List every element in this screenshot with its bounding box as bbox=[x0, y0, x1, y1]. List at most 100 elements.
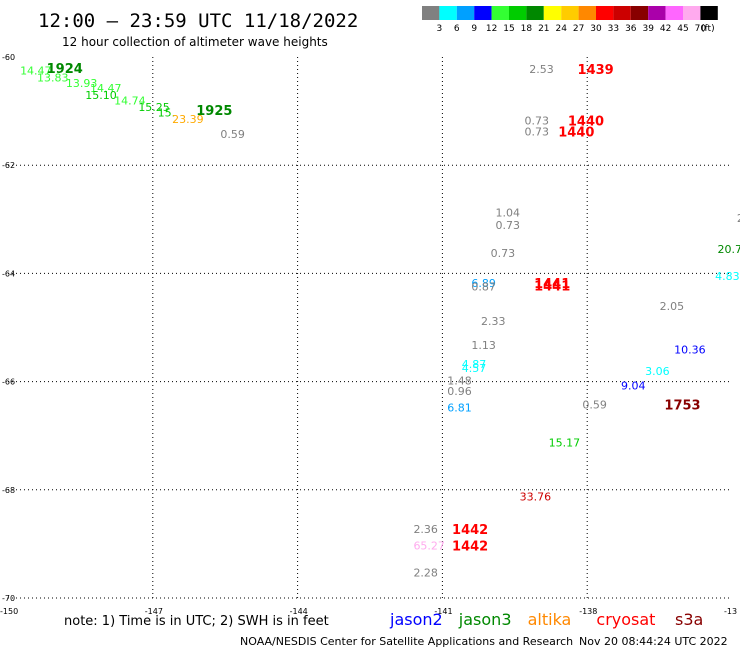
wave-height-value: 4.57 bbox=[462, 362, 487, 375]
wave-height-value: 14.47 bbox=[20, 64, 52, 77]
lon-label: -150 bbox=[0, 607, 18, 616]
wave-height-value: 0.59 bbox=[220, 128, 245, 141]
pass-time-label: 1753 bbox=[664, 399, 700, 414]
pass-time-label: 1442 bbox=[452, 539, 488, 554]
pass-time-label: 1924 bbox=[47, 62, 83, 77]
map-subtitle: 12 hour collection of altimeter wave hei… bbox=[62, 35, 328, 49]
legend-label: 70 bbox=[695, 24, 707, 34]
lat-label: -62 bbox=[2, 161, 15, 170]
wave-height-value: 15. bbox=[158, 107, 176, 120]
wave-height-value: 15.17 bbox=[549, 437, 581, 450]
satellite-name: s3a bbox=[675, 610, 703, 629]
lon-label: -138 bbox=[579, 607, 597, 616]
lat-label: -66 bbox=[2, 378, 15, 387]
observation-layer: 14.4713.8313.9314.4715.1014.7415.2515.23… bbox=[20, 63, 740, 579]
legend-label: 9 bbox=[471, 24, 477, 34]
footer-timestamp: Nov 20 08:44:24 UTC 2022 bbox=[579, 635, 728, 648]
wave-height-value: 4.87 bbox=[462, 358, 487, 371]
legend-label: 15 bbox=[503, 24, 514, 34]
pass-time-label: 1439 bbox=[578, 63, 614, 78]
wave-height-value: 2.28 bbox=[413, 566, 438, 579]
lat-label: -64 bbox=[2, 269, 15, 278]
wave-height-value: 0.59 bbox=[582, 399, 607, 412]
legend-swatch bbox=[648, 6, 666, 20]
legend-swatch bbox=[456, 6, 475, 20]
satellite-name: jason2 bbox=[389, 610, 443, 629]
legend-label: 33 bbox=[608, 24, 619, 34]
wave-height-value: 9.04 bbox=[621, 380, 646, 393]
satellite-name: cryosat bbox=[596, 610, 655, 629]
wave-height-value: 0.96 bbox=[447, 385, 472, 398]
satellite-legend: jason2 jason3 altika cryosat s3a bbox=[389, 610, 703, 629]
legend-label: 21 bbox=[538, 24, 549, 34]
wave-height-value: 0.73 bbox=[524, 125, 549, 138]
wave-height-value: 2.36 bbox=[413, 523, 438, 536]
legend-swatch bbox=[422, 6, 440, 20]
lon-label: -141 bbox=[434, 607, 452, 616]
wave-height-value: 2.33 bbox=[481, 315, 506, 328]
pass-time-label: 1925 bbox=[196, 104, 232, 119]
wave-height-value: 20.72 bbox=[718, 243, 740, 256]
legend-swatch bbox=[630, 6, 649, 20]
wave-height-value: 14.47 bbox=[90, 82, 122, 95]
pass-time-label: 1442 bbox=[452, 523, 488, 538]
wave-height-value: 1.04 bbox=[495, 207, 520, 220]
footer-note: note: 1) Time is in UTC; 2) SWH is in fe… bbox=[64, 614, 329, 629]
footer-credit: NOAA/NESDIS Center for Satellite Applica… bbox=[240, 635, 573, 648]
wave-height-value: 65.27 bbox=[413, 539, 445, 552]
wave-height-value: 15.10 bbox=[85, 89, 117, 102]
wave-height-value: 0.73 bbox=[524, 115, 549, 128]
legend-swatch bbox=[474, 6, 492, 20]
legend-swatch bbox=[683, 6, 701, 20]
lat-label: -60 bbox=[2, 53, 15, 62]
wave-height-value: 15.25 bbox=[138, 101, 170, 114]
legend-swatch bbox=[578, 6, 596, 20]
wave-height-value: 2.05 bbox=[660, 300, 685, 313]
legend-swatch bbox=[665, 6, 683, 20]
legend-label: 24 bbox=[555, 24, 567, 34]
lon-label: -144 bbox=[290, 607, 308, 616]
satellite-name: jason3 bbox=[458, 610, 512, 629]
pass-time-label: 1440 bbox=[558, 125, 594, 140]
legend-unit: (ft) bbox=[701, 24, 715, 34]
legend-label: 3 bbox=[437, 24, 443, 34]
wave-height-value: 6.89 bbox=[471, 277, 496, 290]
legend-swatch bbox=[596, 6, 614, 20]
legend-label: 12 bbox=[486, 24, 497, 34]
legend-label: 30 bbox=[590, 24, 602, 34]
legend-swatch bbox=[561, 6, 579, 20]
lat-label: -70 bbox=[2, 594, 15, 603]
legend-swatch bbox=[439, 6, 457, 20]
legend-label: 39 bbox=[642, 24, 654, 34]
legend-label: 42 bbox=[660, 24, 671, 34]
wave-height-value: 0.73 bbox=[491, 247, 515, 260]
satellite-name: altika bbox=[528, 610, 572, 629]
wave-height-value: 3.06 bbox=[645, 365, 670, 378]
wave-height-value: 0.73 bbox=[495, 219, 520, 232]
wave-height-value: 33.76 bbox=[520, 491, 552, 504]
wave-height-value: 13.93 bbox=[66, 77, 98, 90]
wave-height-value: 13.83 bbox=[37, 71, 69, 84]
legend-swatch bbox=[491, 6, 509, 20]
wave-height-value: 23.39 bbox=[172, 113, 204, 126]
legend-label: 27 bbox=[573, 24, 584, 34]
legend-swatch bbox=[526, 6, 544, 20]
legend-swatch bbox=[509, 6, 527, 20]
legend-label: 45 bbox=[677, 24, 688, 34]
pass-time-label: 1441 bbox=[534, 277, 570, 292]
lat-label: -68 bbox=[2, 486, 15, 495]
pass-time-label: 1440 bbox=[568, 115, 604, 130]
wave-height-value: 4.83 bbox=[715, 270, 740, 283]
color-legend: 3 6 9 12 15 18 21 24 27 30 33 36 39 42 45 70(ft) bbox=[422, 6, 718, 34]
legend-label: 6 bbox=[454, 24, 460, 34]
wave-height-value: 6.81 bbox=[447, 401, 472, 414]
legend-label: 36 bbox=[625, 24, 637, 34]
map-title: 12:00 – 23:59 UTC 11/18/2022 bbox=[38, 10, 358, 32]
wave-height-value: 14.74 bbox=[114, 95, 146, 108]
wave-height-value: 2.53 bbox=[529, 63, 554, 76]
legend-label: 18 bbox=[521, 24, 533, 34]
wave-height-value: 1.48 bbox=[447, 374, 472, 387]
lon-label: -147 bbox=[145, 607, 163, 616]
